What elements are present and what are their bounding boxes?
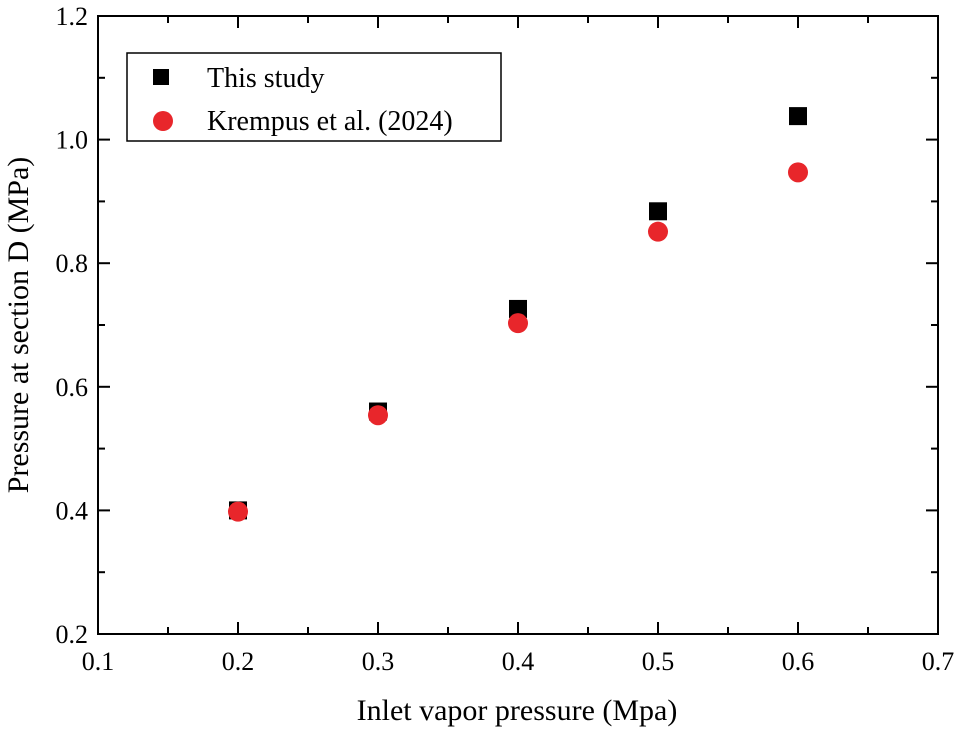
legend-marker-this-study: [153, 69, 169, 85]
x-tick-label: 0.3: [362, 647, 395, 676]
x-tick-label: 0.2: [222, 647, 255, 676]
x-axis-title: Inlet vapor pressure (Mpa): [357, 694, 678, 727]
x-tick-label: 0.5: [642, 647, 675, 676]
point-krempus: [508, 313, 528, 334]
y-tick-label: 1.0: [56, 126, 89, 155]
tick-labels: 0.1 0.2 0.3 0.4 0.5 0.6 0.70.20.40.60.81.01.2: [56, 2, 955, 676]
legend: This study Krempus et al. (2024): [126, 52, 502, 142]
y-tick-label: 0.2: [56, 620, 89, 649]
point-krempus: [788, 162, 808, 183]
y-tick-label: 0.8: [56, 249, 89, 278]
x-tick-label: 0.4: [502, 647, 535, 676]
data-points: [228, 107, 808, 522]
y-tick-label: 0.6: [56, 373, 89, 402]
x-tick-label: 0.7: [922, 647, 955, 676]
legend-box: [126, 52, 502, 142]
point-this-study: [509, 299, 527, 318]
point-krempus: [228, 501, 248, 522]
legend-label-krempus: Krempus et al. (2024): [207, 106, 453, 137]
point-this-study: [789, 107, 807, 126]
point-krempus: [648, 221, 668, 242]
legend-marker-krempus: [153, 111, 173, 131]
point-krempus: [368, 405, 388, 426]
y-tick-label: 1.2: [56, 2, 89, 31]
x-tick-label: 0.6: [782, 647, 815, 676]
legend-label-this-study: This study: [207, 63, 324, 94]
y-tick-label: 0.4: [56, 496, 89, 525]
plot-area-frame: [97, 15, 939, 635]
y-axis-title: Pressure at section D (MPa): [2, 157, 35, 494]
point-this-study: [649, 202, 667, 221]
x-tick-label: 0.1: [82, 647, 115, 676]
